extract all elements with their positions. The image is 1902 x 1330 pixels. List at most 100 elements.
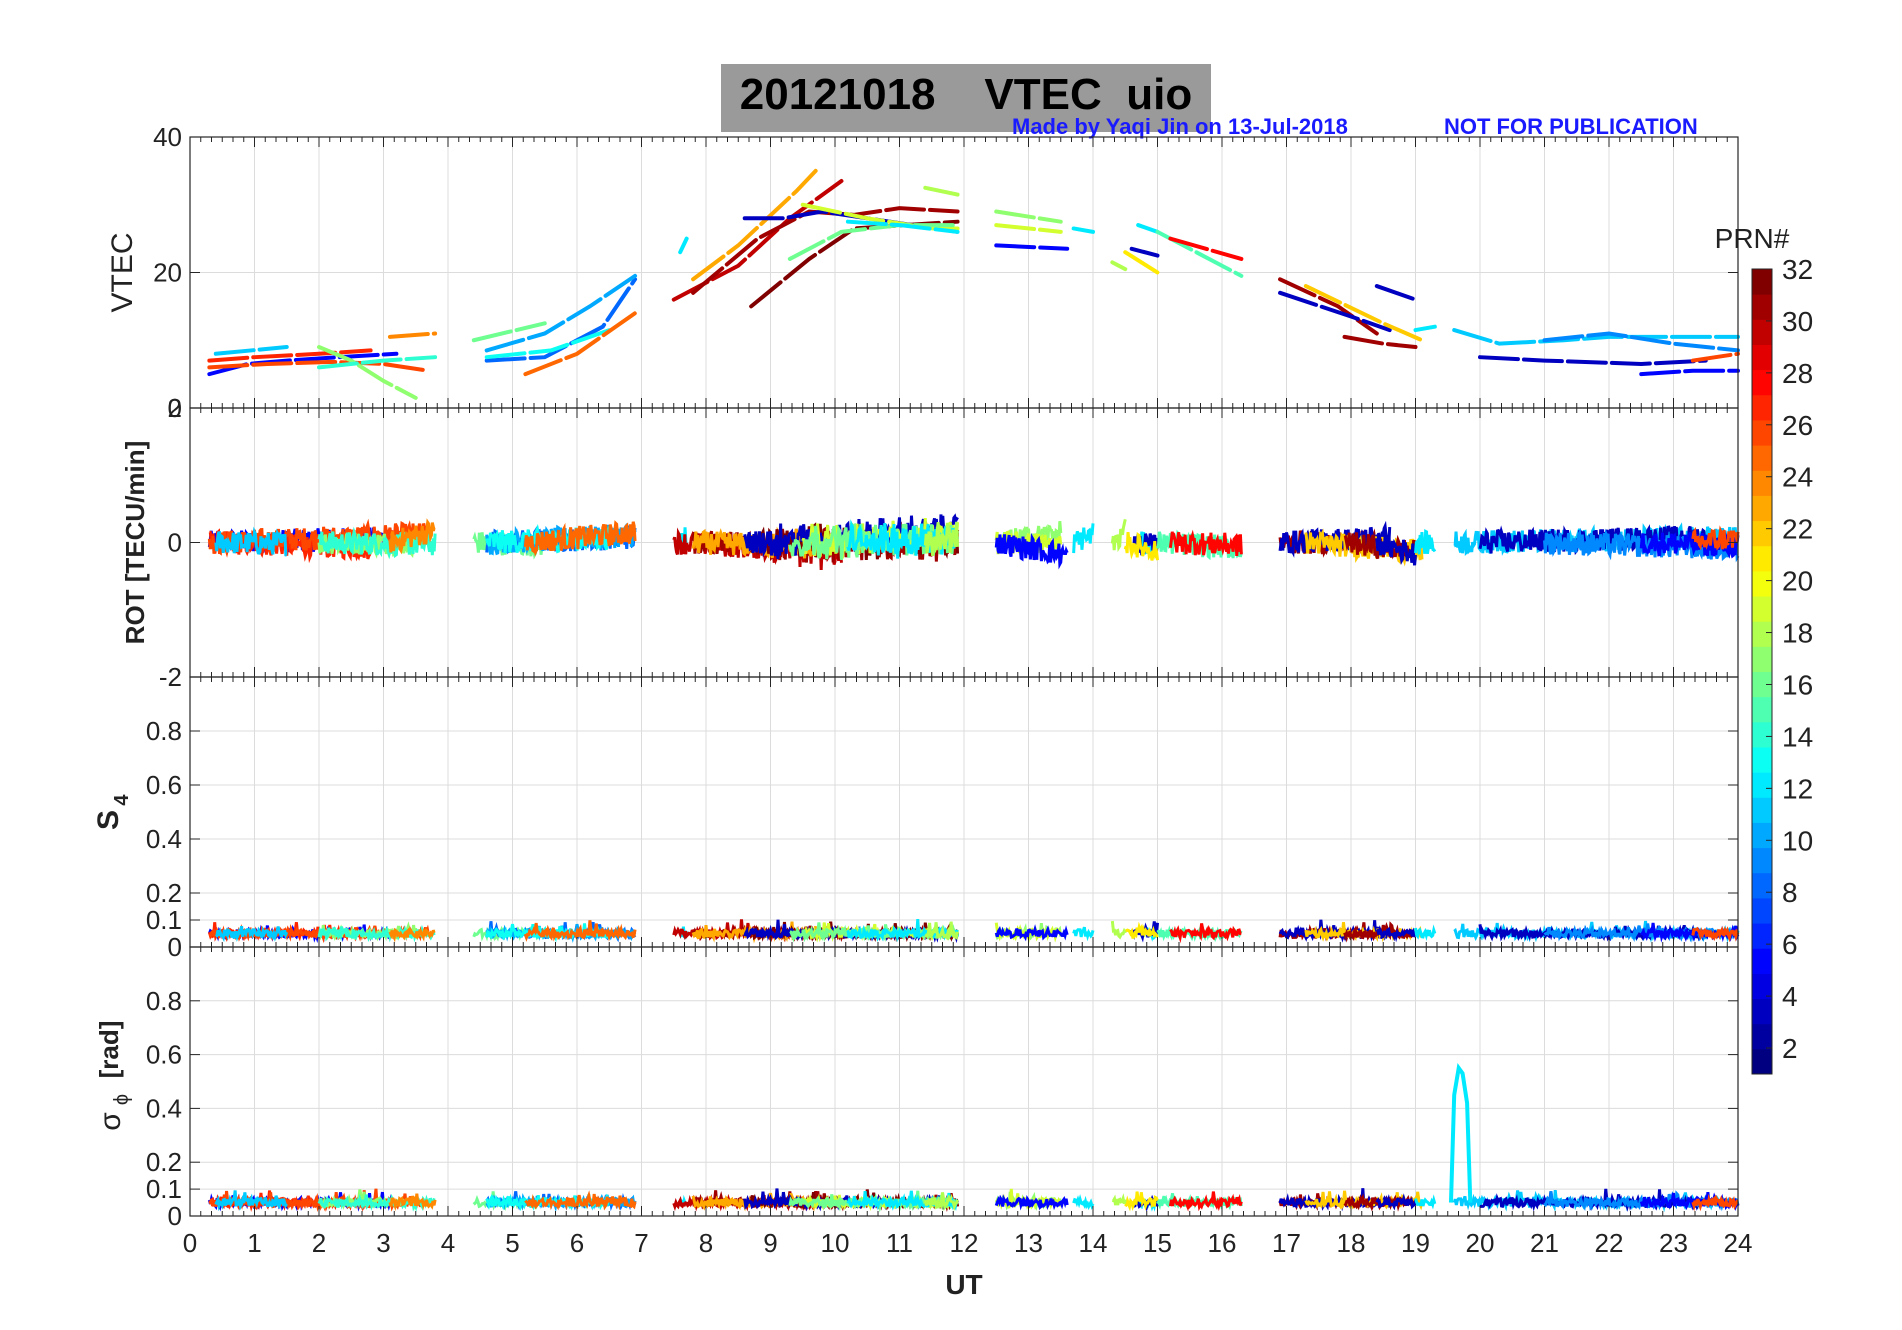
vtec-series-line bbox=[923, 185, 960, 197]
colorbar-segment bbox=[1752, 495, 1772, 522]
colorbar-segment bbox=[1752, 369, 1772, 396]
x-tick-label: 23 bbox=[1659, 1228, 1688, 1258]
sigma-series-line bbox=[1168, 1191, 1243, 1212]
s4-series-line bbox=[1110, 920, 1127, 940]
colorbar-tick-label: 32 bbox=[1782, 254, 1813, 285]
colorbar-tick-label: 4 bbox=[1782, 981, 1798, 1012]
y-tick-label: 0.6 bbox=[146, 770, 182, 800]
colorbar-segment bbox=[1752, 545, 1772, 572]
rot-series-line bbox=[214, 526, 288, 557]
colorbar-segment bbox=[1752, 772, 1772, 798]
x-tick-label: 18 bbox=[1337, 1228, 1366, 1258]
y-axis-label: σ bbox=[94, 1112, 127, 1131]
vtec-series-line bbox=[787, 223, 960, 261]
s4-series-line bbox=[1414, 924, 1437, 942]
colorbar-tick-label: 20 bbox=[1782, 566, 1813, 597]
y-tick-label: 0.6 bbox=[146, 1040, 182, 1070]
x-tick-label: 9 bbox=[763, 1228, 777, 1258]
y-tick-label: 0 bbox=[168, 393, 182, 423]
vtec-series-line bbox=[1478, 355, 1708, 366]
colorbar-tick-label: 2 bbox=[1782, 1033, 1798, 1064]
x-tick-label: 7 bbox=[634, 1228, 648, 1258]
colorbar-segment bbox=[1752, 596, 1772, 622]
y-tick-label: 20 bbox=[153, 258, 182, 288]
vtec-series-line bbox=[387, 331, 438, 339]
vtec-series-line bbox=[994, 223, 1063, 234]
y-tick-label: 0 bbox=[168, 528, 182, 558]
y-axis-label: ROT [TECU/min] bbox=[120, 441, 150, 645]
x-tick-label: 0 bbox=[183, 1228, 197, 1258]
x-tick-label: 21 bbox=[1530, 1228, 1559, 1258]
vtec-series-line bbox=[1136, 223, 1160, 234]
not-for-publication-text: NOT FOR PUBLICATION bbox=[1444, 114, 1698, 139]
s4-series-line bbox=[1169, 923, 1242, 944]
colorbar-segment bbox=[1752, 998, 1772, 1025]
vtec-series-line bbox=[471, 321, 547, 343]
x-tick-label: 19 bbox=[1401, 1228, 1430, 1258]
colorbar-tick-label: 22 bbox=[1782, 514, 1813, 545]
s4-series-line bbox=[1156, 925, 1243, 943]
sigma-series-line bbox=[1375, 1193, 1417, 1211]
y-tick-label: 0.4 bbox=[146, 824, 182, 854]
rot-series-line bbox=[923, 521, 960, 557]
colorbar-segment bbox=[1752, 269, 1772, 295]
y-tick-label: 0.2 bbox=[146, 878, 182, 908]
colorbar-segment bbox=[1752, 419, 1772, 446]
x-tick-label: 24 bbox=[1724, 1228, 1753, 1258]
colorbar-segment bbox=[1752, 294, 1772, 320]
rot-series-line bbox=[1110, 518, 1127, 553]
vtec-series-line bbox=[1129, 246, 1160, 258]
title-box bbox=[721, 64, 1211, 132]
sigma-series-line bbox=[524, 1190, 637, 1211]
vtec-series-line bbox=[1278, 290, 1392, 333]
rot-series-line bbox=[388, 518, 436, 555]
colorbar-segment bbox=[1752, 671, 1772, 698]
panel-data bbox=[207, 918, 1740, 944]
colorbar-segment bbox=[1752, 646, 1772, 672]
colorbar-tick-label: 10 bbox=[1782, 825, 1813, 856]
s4-series-line bbox=[215, 925, 289, 943]
sigma-series-line bbox=[994, 1194, 1069, 1211]
colorbar-segment bbox=[1752, 746, 1772, 773]
colorbar-tick-label: 26 bbox=[1782, 410, 1813, 441]
x-tick-label: 8 bbox=[699, 1228, 713, 1258]
vtec-series-line bbox=[207, 348, 373, 363]
s4-series-line bbox=[1375, 925, 1416, 943]
colorbar-tick-label: 18 bbox=[1782, 618, 1813, 649]
x-tick-label: 12 bbox=[950, 1228, 979, 1258]
panel-data bbox=[207, 1062, 1740, 1213]
colorbar-title: PRN# bbox=[1715, 223, 1790, 254]
x-tick-label: 1 bbox=[247, 1228, 261, 1258]
rot-series-line bbox=[1072, 523, 1095, 554]
y-axis-label-subscript: ϕ bbox=[111, 1094, 133, 1105]
colorbar-segment bbox=[1752, 948, 1772, 974]
y-axis-label-subscript: 4 bbox=[111, 794, 133, 806]
y-tick-label: 0.1 bbox=[146, 1174, 182, 1204]
colorbar-segment bbox=[1752, 897, 1772, 924]
vtec-series-line bbox=[317, 355, 438, 370]
s4-series-line bbox=[846, 918, 960, 943]
colorbar-segment bbox=[1752, 797, 1772, 823]
colorbar-segment bbox=[1752, 319, 1772, 345]
colorbar-segment bbox=[1752, 721, 1772, 748]
s4-series-line bbox=[1125, 921, 1159, 939]
sigma-series-line bbox=[1124, 1191, 1159, 1212]
y-tick-label: 2 bbox=[168, 393, 182, 423]
vtec-series-line bbox=[1303, 284, 1424, 343]
vtec-series-line bbox=[691, 168, 818, 282]
vtec-series-line bbox=[678, 236, 689, 255]
vtec-series-line bbox=[1374, 284, 1418, 302]
vtec-series-line bbox=[994, 243, 1070, 251]
vtec-series-line bbox=[523, 311, 638, 377]
x-tick-label: 15 bbox=[1143, 1228, 1172, 1258]
colorbar-segment bbox=[1752, 923, 1772, 949]
s4-series-line bbox=[388, 926, 436, 943]
sigma-series-line bbox=[1072, 1194, 1095, 1211]
colorbar-segment bbox=[1752, 822, 1772, 849]
s4-series-line bbox=[1691, 926, 1740, 943]
y-tick-label: 0.8 bbox=[146, 986, 182, 1016]
x-tick-label: 17 bbox=[1272, 1228, 1301, 1258]
vtec-series-line bbox=[1342, 334, 1418, 350]
sigma-series-line bbox=[1691, 1193, 1739, 1212]
y-tick-label: 0.8 bbox=[146, 716, 182, 746]
